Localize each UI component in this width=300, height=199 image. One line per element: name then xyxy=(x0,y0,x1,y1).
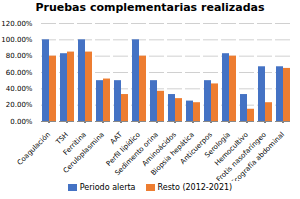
svg-text:Ferritina: Ferritina xyxy=(61,130,88,157)
svg-text:Ecografía abdominal: Ecografía abdominal xyxy=(229,131,286,181)
svg-text:Hemocultivo: Hemocultivo xyxy=(213,130,250,168)
html-text:Periodo alerta: Periodo alerta xyxy=(79,183,136,192)
svg-text:80.00%: 80.00% xyxy=(6,52,33,60)
svg-text:60.00%: 60.00% xyxy=(6,69,33,77)
svg-text:100.00%: 100.00% xyxy=(1,36,32,44)
svg-text:Coagulación: Coagulación xyxy=(16,131,52,167)
html-text:Resto (2012-2021): Resto (2012-2021) xyxy=(157,183,233,192)
svg-text:AAT: AAT xyxy=(108,130,124,146)
svg-text:Biopsia hepática: Biopsia hepática xyxy=(149,130,196,178)
svg-text:40.00%: 40.00% xyxy=(6,85,33,93)
svg-text:Sedimento orina: Sedimento orina xyxy=(113,130,160,178)
svg-text:Ceruloplasmina: Ceruloplasmina xyxy=(62,131,106,175)
svg-text:Aminoácidos: Aminoácidos xyxy=(140,130,178,168)
svg-text:20.00%: 20.00% xyxy=(6,101,33,109)
svg-text:Anticuerpos: Anticuerpos xyxy=(178,130,214,166)
html-text:Pruebas complementarias realiz: Pruebas complementarias realizadas xyxy=(35,1,265,14)
svg-text:120.00%: 120.00% xyxy=(1,20,32,28)
svg-text:TSH: TSH xyxy=(54,130,70,147)
svg-text:Serología: Serología xyxy=(203,130,232,160)
svg-text:0.00%: 0.00% xyxy=(10,118,33,126)
svg-text:Perfil lipídico: Perfil lipídico xyxy=(104,130,142,168)
